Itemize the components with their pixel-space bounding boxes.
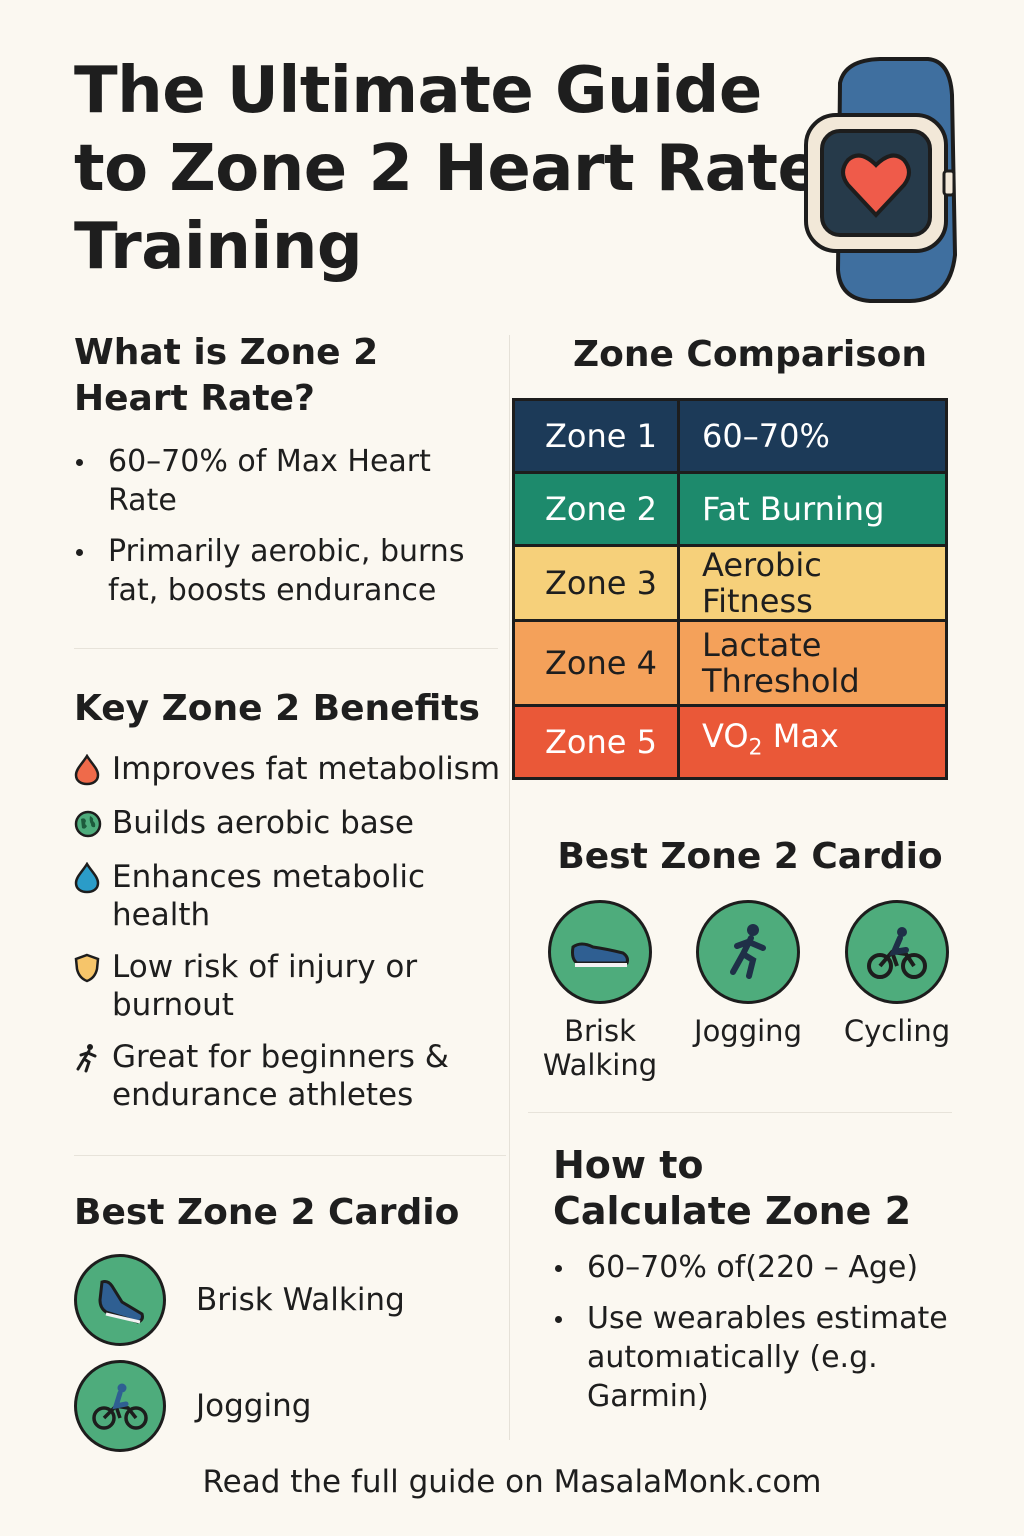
- zone-name: Zone 4: [512, 619, 680, 707]
- benefits-list: Improves fat metabolism Builds aerobic b…: [74, 750, 504, 1114]
- cardio-label: Jogging: [196, 1388, 312, 1424]
- flame-icon: [74, 750, 112, 790]
- shoe-icon: [74, 1254, 166, 1346]
- zone-description: VO2 Max: [677, 704, 948, 780]
- right-cardio-heading: Best Zone 2 Cardio: [557, 836, 943, 877]
- list-item: Primarily aerobic, burns fat, boosts end…: [74, 532, 494, 610]
- smartwatch-icon: [804, 57, 958, 303]
- zone-description-subscript: 2: [748, 735, 763, 761]
- page-title: The Ultimate Guide to Zone 2 Heart Rate …: [74, 54, 821, 284]
- benefit-text: Enhances metabolic health: [112, 859, 425, 933]
- section-divider: [74, 648, 498, 649]
- zone-comparison-heading: Zone Comparison: [572, 334, 928, 375]
- list-item: Cycling: [827, 900, 967, 1082]
- zone-description: Fat Burning: [677, 471, 948, 547]
- what-is-list: 60–70% of Max Heart Rate Primarily aerob…: [74, 442, 494, 610]
- cyclist-icon: [845, 900, 949, 1004]
- heart-icon: [841, 153, 911, 218]
- water-drop-icon: [74, 858, 112, 898]
- left-cardio-list: Brisk Walking Jogging: [74, 1254, 494, 1452]
- benefits-section: Key Zone 2 Benefits Improves fat metabol…: [74, 686, 504, 1128]
- zone-row: Zone 5 VO2 Max: [512, 704, 948, 780]
- list-item: Enhances metabolic health: [74, 858, 504, 934]
- globe-icon: [74, 804, 112, 844]
- list-item: 60–70% of Max Heart Rate: [74, 442, 494, 520]
- list-item: 60–70% of(220 – Age): [553, 1248, 973, 1287]
- runner-icon: [696, 900, 800, 1004]
- list-item: Low risk of injury or burnout: [74, 948, 504, 1024]
- list-item: Brisk Walking: [530, 900, 670, 1082]
- zone-row: Zone 4 Lactate Threshold: [512, 619, 948, 707]
- column-divider: [509, 335, 510, 1440]
- cardio-label: Jogging: [694, 1014, 802, 1048]
- cyclist-icon: [74, 1360, 166, 1452]
- benefit-text: Builds aerobic base: [112, 805, 415, 841]
- list-item: Jogging: [673, 900, 823, 1082]
- runner-icon: [74, 1038, 112, 1078]
- zone-description-text: VO: [702, 716, 749, 755]
- list-item: Builds aerobic base: [74, 804, 504, 844]
- calculate-heading: How to Calculate Zone 2: [553, 1143, 912, 1233]
- footer-text: Read the full guide on MasalaMonk.com: [202, 1464, 822, 1500]
- cardio-label: Brisk Walking: [196, 1282, 405, 1318]
- zone-name: Zone 3: [512, 544, 680, 622]
- right-cardio-section: Best Zone 2 Cardio Brisk Walking Jogging…: [530, 834, 970, 1082]
- list-item: Great for beginners & endurance athletes: [74, 1038, 504, 1114]
- cardio-label: Cycling: [843, 1014, 951, 1048]
- zone-row: Zone 3 Aerobic Fitness: [512, 544, 948, 622]
- benefit-text: Improves fat metabolism: [112, 751, 501, 787]
- list-item: Jogging: [74, 1360, 494, 1452]
- section-divider: [528, 1112, 952, 1113]
- list-item: Brisk Walking: [74, 1254, 494, 1346]
- list-item: Improves fat metabolism: [74, 750, 504, 790]
- benefit-text: Great for beginners & endurance athletes: [112, 1039, 449, 1113]
- zone-name: Zone 1: [512, 398, 680, 474]
- shield-icon: [74, 948, 112, 988]
- zone-comparison-table: Zone 1 60–70% Zone 2 Fat Burning Zone 3 Aerob…: [512, 398, 948, 780]
- calculate-section: How to Calculate Zone 2 60–70% of(220 – …: [553, 1142, 973, 1428]
- zone-row: Zone 1 60–70%: [512, 398, 948, 474]
- right-cardio-list: Brisk Walking Jogging Cycling: [530, 900, 970, 1082]
- what-is-section: What is Zone 2 Heart Rate? 60–70% of Max…: [74, 330, 494, 622]
- zone-row: Zone 2 Fat Burning: [512, 471, 948, 547]
- benefits-heading: Key Zone 2 Benefits: [74, 688, 480, 729]
- zone-description: Lactate Threshold: [677, 619, 948, 707]
- cardio-label: Brisk Walking: [542, 1014, 658, 1082]
- shoe-icon: [548, 900, 652, 1004]
- section-divider: [74, 1155, 506, 1156]
- calculate-list: 60–70% of(220 – Age) Use wearables estim…: [553, 1248, 973, 1416]
- zone-description: Aerobic Fitness: [677, 544, 948, 622]
- zone-name: Zone 2: [512, 471, 680, 547]
- benefit-text: Low risk of injury or burnout: [112, 949, 418, 1023]
- what-is-heading: What is Zone 2 Heart Rate?: [74, 332, 379, 419]
- left-cardio-section: Best Zone 2 Cardio Brisk Walking Jogging: [74, 1190, 494, 1466]
- zone-name: Zone 5: [512, 704, 680, 780]
- left-cardio-heading: Best Zone 2 Cardio: [74, 1192, 460, 1233]
- zone-description: 60–70%: [677, 398, 948, 474]
- zone-description-tail: Max: [762, 716, 839, 755]
- list-item: Use wearables estimate automıatically (e…: [553, 1299, 959, 1416]
